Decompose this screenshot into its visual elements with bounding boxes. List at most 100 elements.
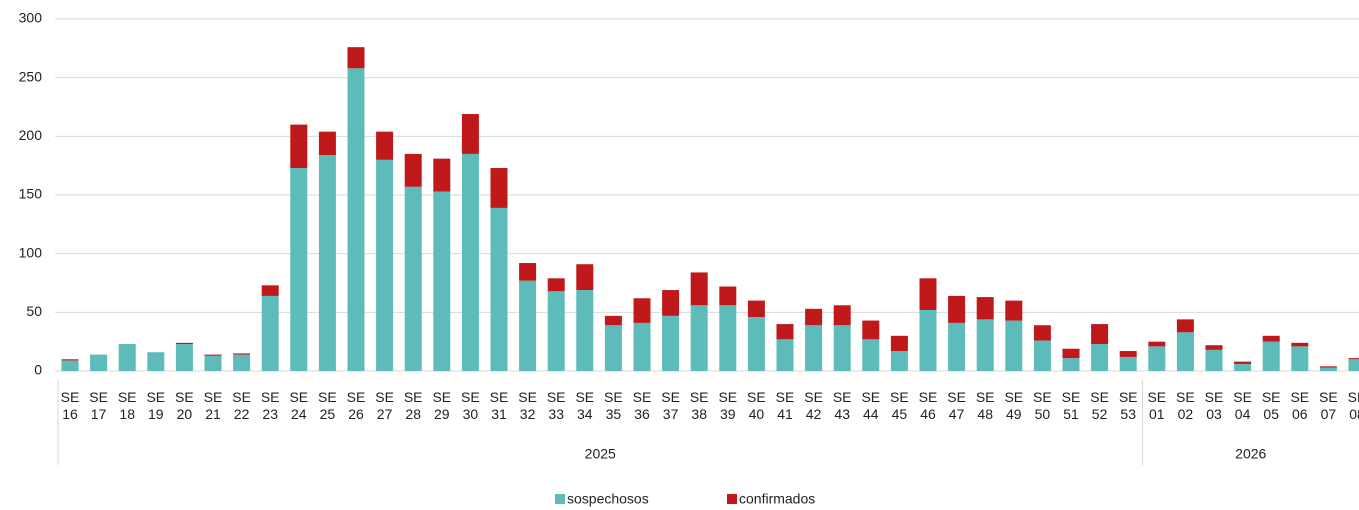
bar-segment [662,290,680,316]
x-tick-label: SE 52 [1090,389,1109,422]
bar-segment [1062,348,1080,359]
bar-segment [204,354,222,356]
x-tick-label: SE 26 [347,389,366,422]
bar-segment [404,153,422,187]
bar-segment [690,305,708,371]
bar-segment [1205,345,1223,350]
bar-segment [1176,332,1194,371]
bar-segment [776,324,794,340]
bar-segment [719,286,737,306]
bar-segment [1062,358,1080,371]
x-tick-label: SE 42 [804,389,823,422]
bar-segment [433,191,451,371]
legend-swatch [727,494,737,504]
x-tick-label: SE 25 [318,389,337,422]
x-tick-label: SE 32 [518,389,537,422]
bar-segment [204,355,222,371]
bar-segment [1319,367,1337,371]
x-tick-label: SE 17 [89,389,108,422]
bar-segment [61,359,79,361]
bar-segment [1205,349,1223,371]
bar-segment [805,308,823,326]
bar-segment [862,339,880,371]
y-tick-label: 150 [19,186,43,202]
y-tick-label: 300 [19,10,43,26]
x-tick-label: SE 06 [1290,389,1309,422]
x-tick-label: SE 03 [1205,389,1224,422]
x-tick-label: SE 02 [1176,389,1195,422]
x-tick-label: SE 53 [1119,389,1138,422]
x-tick-label: SE 39 [718,389,737,422]
x-tick-label: SE 40 [747,389,766,422]
bar-segment [1119,351,1137,357]
bar-segment [261,295,279,371]
bar-segment [805,325,823,371]
bar-segment [976,297,994,320]
x-tick-label: SE 38 [690,389,709,422]
group-label: 2026 [1235,446,1266,462]
bar-segment [976,319,994,371]
bar-segment [290,168,308,371]
bar-segment [547,278,565,292]
bar-segment [404,186,422,371]
bar-segment [1234,361,1252,364]
bar-segment [1005,320,1023,371]
bar-segment [519,280,537,371]
x-tick-label: SE 01 [1147,389,1166,422]
x-tick-label: SE 27 [375,389,394,422]
x-tick-label: SE 46 [919,389,938,422]
bar-segment [1262,341,1280,371]
bar-segment [318,131,336,156]
bar-segment [461,153,479,371]
bar-segment [1091,324,1109,345]
bar-segment [1148,346,1166,371]
x-tick-label: SE 45 [890,389,909,422]
x-tick-label: SE 31 [490,389,509,422]
y-tick-label: 100 [19,244,43,260]
bar-segment [147,352,165,371]
x-tick-label: SE 30 [461,389,480,422]
bar-segment [1319,366,1337,368]
x-tick-label: SE 19 [146,389,165,422]
x-tick-label: SE 20 [175,389,194,422]
bar-segment [347,68,365,371]
bar-segment [1262,335,1280,342]
bar-segment [948,322,966,371]
x-tick-label: SE 37 [661,389,680,422]
x-tick-label: SE 33 [547,389,566,422]
bar-segment [662,315,680,371]
y-tick-label: 200 [19,127,43,143]
bar-segment [1291,346,1309,371]
x-tick-label: SE 47 [947,389,966,422]
x-tick-label: SE 35 [604,389,623,422]
bar-segment [175,344,193,371]
x-tick-label: SE 21 [204,389,223,422]
bar-segment [433,158,451,192]
bar-segment [1119,356,1137,371]
bar-segment [461,114,479,154]
legend-label: confirmados [739,491,815,507]
bar-segment [890,351,908,371]
bar-segment [490,168,508,208]
bar-segment [1348,359,1359,371]
bar-segment [862,320,880,340]
bar-segment [833,305,851,326]
bar-segment [747,317,765,371]
bar-segment [490,207,508,371]
bar-segment [776,339,794,371]
bar-segment [290,124,308,169]
bar-segment [233,353,251,355]
bar-segment [576,264,594,291]
bar-segment [1005,300,1023,321]
y-tick-label: 250 [19,68,43,84]
bar-segment [261,285,279,296]
x-tick-label: SE 36 [633,389,652,422]
x-tick-label: SE 43 [833,389,852,422]
bar-segment [948,295,966,323]
x-tick-label: SE 24 [289,389,308,422]
bar-segment [1033,325,1051,341]
x-tick-label: SE 04 [1233,389,1252,422]
bar-segment [233,354,251,371]
x-tick-label: SE 22 [232,389,251,422]
